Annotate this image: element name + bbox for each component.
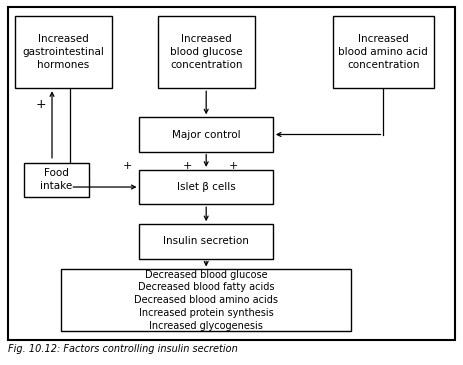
FancyBboxPatch shape <box>158 16 255 88</box>
Text: Increased
blood amino acid
concentration: Increased blood amino acid concentration <box>338 34 428 70</box>
Text: Major control: Major control <box>172 130 240 139</box>
Text: Decreased blood glucose
Decreased blood fatty acids
Decreased blood amino acids
: Decreased blood glucose Decreased blood … <box>134 270 278 331</box>
FancyBboxPatch shape <box>139 117 273 152</box>
Text: Fig. 10.12: Factors controlling insulin secretion: Fig. 10.12: Factors controlling insulin … <box>8 344 238 354</box>
FancyBboxPatch shape <box>15 16 112 88</box>
Text: +: + <box>35 98 46 111</box>
Text: Increased
gastrointestinal
hormones: Increased gastrointestinal hormones <box>23 34 105 70</box>
FancyBboxPatch shape <box>61 269 351 331</box>
Text: Food
intake: Food intake <box>40 168 73 191</box>
Text: Insulin secretion: Insulin secretion <box>163 237 249 246</box>
Text: Increased
blood glucose
concentration: Increased blood glucose concentration <box>170 34 243 70</box>
FancyBboxPatch shape <box>25 162 89 197</box>
Text: +: + <box>183 161 193 171</box>
Text: +: + <box>229 161 238 171</box>
Text: +: + <box>123 161 132 171</box>
FancyBboxPatch shape <box>8 7 455 340</box>
FancyBboxPatch shape <box>333 16 434 88</box>
FancyBboxPatch shape <box>139 170 273 204</box>
Text: Islet β cells: Islet β cells <box>177 182 236 192</box>
FancyBboxPatch shape <box>139 224 273 258</box>
